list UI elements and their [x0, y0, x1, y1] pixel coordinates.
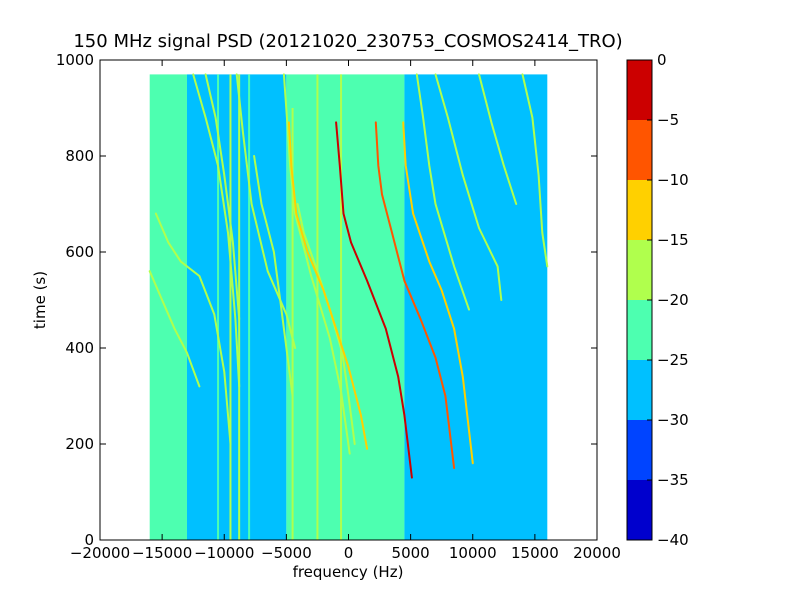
colorbar-tick-label: −10: [657, 171, 689, 189]
colorbar-band-7: [627, 60, 652, 120]
colorbar-tick-label: −20: [657, 291, 689, 309]
x-tick-label: 0: [344, 544, 354, 562]
doppler-trace-8: [287, 121, 369, 450]
y-tick-label: 800: [65, 147, 94, 165]
x-tick-label: −15000: [132, 544, 192, 562]
doppler-trace-12: [415, 73, 470, 311]
doppler-trace-6: [282, 73, 351, 455]
doppler-trace-3: [204, 73, 241, 321]
doppler-trace-2: [192, 73, 241, 388]
doppler-trace-1: [154, 212, 232, 445]
doppler-trace-4: [235, 73, 297, 349]
colorbar-band-0: [627, 480, 652, 540]
colorbar-tick-label: −40: [657, 531, 689, 549]
background-region-0: [149, 74, 187, 540]
doppler-trace-9: [335, 121, 413, 479]
y-tick-label: 1000: [56, 51, 94, 69]
colorbar-tick-label: −25: [657, 351, 689, 369]
chart-title: 150 MHz signal PSD (20121020_230753_COSM…: [73, 31, 622, 52]
y-tick-label: 0: [84, 531, 94, 549]
colorbar-tick-label: −35: [657, 471, 689, 489]
doppler-trace-14: [478, 73, 518, 205]
y-axis-label: time (s): [31, 271, 49, 329]
x-tick-label: 5000: [392, 544, 430, 562]
doppler-trace-10: [374, 121, 456, 469]
x-tick-label: 15000: [511, 544, 559, 562]
background-region-1: [186, 74, 287, 540]
colorbar-tick-label: 0: [657, 51, 667, 69]
background-region-2: [286, 74, 405, 540]
x-tick-label: −20000: [70, 544, 130, 562]
x-tick-label: 20000: [573, 544, 621, 562]
colorbar-band-6: [627, 120, 652, 180]
y-tick-label: 600: [65, 243, 94, 261]
doppler-trace-15: [521, 73, 549, 268]
colorbar-band-5: [627, 180, 652, 240]
colorbar-tick-label: −15: [657, 231, 689, 249]
doppler-trace-11: [402, 121, 474, 465]
colorbar-band-1: [627, 420, 652, 480]
heatmap-plot-area: [148, 73, 549, 540]
x-tick-label: −10000: [194, 544, 254, 562]
x-tick-label: −5000: [261, 544, 312, 562]
x-tick-label: 10000: [449, 544, 497, 562]
colorbar-band-4: [627, 240, 652, 300]
colorbar: 0 −5 −10 −15 −20 −25 −30 −35 −40: [626, 51, 689, 549]
y-tick-label: 200: [65, 435, 94, 453]
doppler-trace-0: [148, 270, 201, 388]
colorbar-tick-label: −30: [657, 411, 689, 429]
y-tick-label: 400: [65, 339, 94, 357]
colorbar-tick-label: −5: [657, 111, 679, 129]
colorbar-band-2: [627, 360, 652, 420]
doppler-trace-13: [434, 73, 503, 301]
doppler-trace-5: [253, 155, 294, 397]
colorbar-band-3: [627, 300, 652, 360]
axes: −20000 −15000 −10000 −5000 0 5000 10000 15000 20…: [56, 51, 621, 562]
x-axis-label: frequency (Hz): [293, 563, 404, 581]
